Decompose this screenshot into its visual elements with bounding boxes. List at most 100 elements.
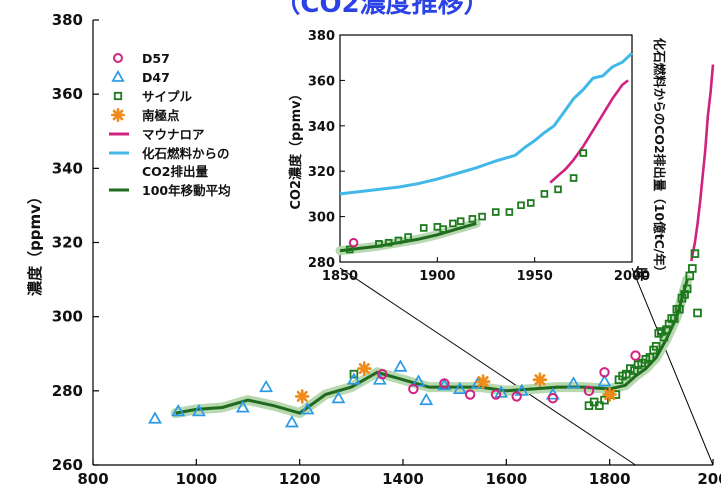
inset-siple-point — [384, 238, 393, 247]
d47-point — [393, 359, 408, 372]
legend-swatch-d57 — [113, 53, 123, 63]
legend-label-moving-avg: 100年移動平均 — [142, 183, 231, 198]
x-tick-label: 1800 — [589, 470, 631, 488]
d47-point — [259, 379, 274, 393]
y-tick-label: 320 — [52, 234, 83, 252]
inset-emissions-line — [339, 52, 634, 196]
y-tick-label: 380 — [52, 11, 83, 29]
legend-swatch-d47 — [111, 70, 125, 82]
legend-label-siple: サイプル — [142, 89, 193, 104]
inset-d57-point — [348, 237, 359, 248]
legend-swatch-siple — [113, 91, 123, 101]
y-tick-label: 260 — [52, 456, 83, 474]
d47-point — [346, 372, 361, 385]
inset-siple-point — [526, 199, 535, 207]
inset-x-tick-label: 2000 — [614, 269, 650, 284]
inset-siple-point — [569, 174, 578, 182]
chart-title: （CO2濃度推移） — [274, 0, 489, 19]
legend-label-emissions-2: CO2排出量 — [142, 164, 208, 179]
inset-frame — [339, 34, 633, 263]
d57-point — [377, 368, 388, 380]
siple-point — [595, 401, 604, 410]
legend-label-mauna-loa: マウナロア — [142, 127, 205, 142]
south-pole-point — [294, 389, 310, 404]
inset-siple-point — [554, 185, 562, 194]
siple-point — [675, 304, 684, 314]
inset-x-tick-label: 1850 — [322, 269, 358, 284]
legend-label-south-pole: 南極点 — [142, 108, 180, 123]
d57-point — [511, 391, 522, 402]
d47-point — [171, 404, 186, 417]
d47-point — [191, 404, 206, 417]
mauna-loa-line — [690, 64, 715, 262]
d47-point — [235, 400, 250, 413]
zoom-connector-left — [339, 267, 636, 466]
x-tick-label: 1400 — [382, 470, 424, 488]
d47-point — [419, 392, 434, 406]
inset-siple-point — [491, 208, 500, 216]
inset-siple-point — [579, 149, 588, 157]
legend-label-emissions: 化石燃料からの — [142, 146, 230, 161]
d47-point — [148, 411, 162, 424]
inset-siple-point — [478, 212, 486, 221]
inset-y-tick-label: 300 — [308, 211, 335, 226]
d57-point — [547, 393, 559, 404]
d57-point — [439, 378, 450, 389]
d47-point — [597, 374, 612, 387]
inset-y-tick-label: 280 — [308, 256, 335, 271]
inset-siple-point — [419, 224, 428, 232]
d47-point — [566, 376, 581, 389]
x-tick-label: 800 — [77, 470, 108, 488]
inset-siple-point — [394, 236, 403, 245]
inset-siple-point — [517, 201, 525, 210]
siple-point — [690, 249, 700, 258]
south-pole-point — [532, 372, 548, 388]
siple-point — [651, 342, 661, 351]
d57-point — [464, 389, 476, 400]
d47-point — [437, 378, 452, 391]
siple-point — [669, 314, 679, 323]
south-pole-point — [475, 374, 491, 389]
inset-siple-point — [456, 217, 465, 225]
inset-x-tick-label: 1950 — [517, 269, 553, 284]
inset-siple-point — [345, 245, 354, 254]
siple-point — [600, 395, 609, 405]
inset-siple-point — [375, 240, 383, 248]
siple-point — [682, 284, 692, 294]
x-tick-label: 1200 — [279, 470, 321, 488]
inset-y-tick-label: 320 — [308, 165, 335, 180]
d57-point — [599, 367, 610, 378]
inset-x-tick-label: 1900 — [419, 269, 455, 284]
x-tick-label: 1000 — [175, 470, 217, 488]
d47-point — [284, 415, 299, 428]
siple-point — [688, 264, 697, 273]
inset-siple-point — [468, 215, 477, 223]
inset-siple-point — [404, 233, 412, 241]
d47-point — [411, 374, 426, 387]
inset-siple-point — [449, 219, 457, 228]
legend-label-d47: D47 — [142, 70, 170, 85]
zoom-connector-right — [631, 267, 714, 466]
d57-point — [490, 389, 502, 400]
d47-point — [331, 391, 346, 404]
inset-x-axis-label: 年 — [633, 265, 648, 283]
y-tick-label: 340 — [52, 159, 83, 177]
inset-siple-point — [540, 190, 549, 198]
legend-swatch-south-pole — [111, 108, 125, 122]
y-axis-label: 濃度（ppmv） — [26, 189, 44, 296]
inset-y-axis-label: CO2濃度（ppmv） — [288, 87, 304, 209]
inset-y2-axis-label: 化石燃料からのCO2排出量（10億tC/年） — [652, 38, 667, 279]
inset-siple-point — [505, 208, 514, 216]
inset-moving-average-line — [339, 221, 477, 253]
d57-point — [408, 383, 419, 395]
d47-point — [300, 402, 315, 415]
y-tick-label: 360 — [52, 85, 83, 103]
south-pole-point — [356, 361, 372, 376]
d57-point — [583, 385, 595, 397]
inset-mauna-loa-line — [549, 79, 629, 184]
d57-point — [630, 350, 641, 361]
y-tick-label: 280 — [52, 382, 83, 400]
